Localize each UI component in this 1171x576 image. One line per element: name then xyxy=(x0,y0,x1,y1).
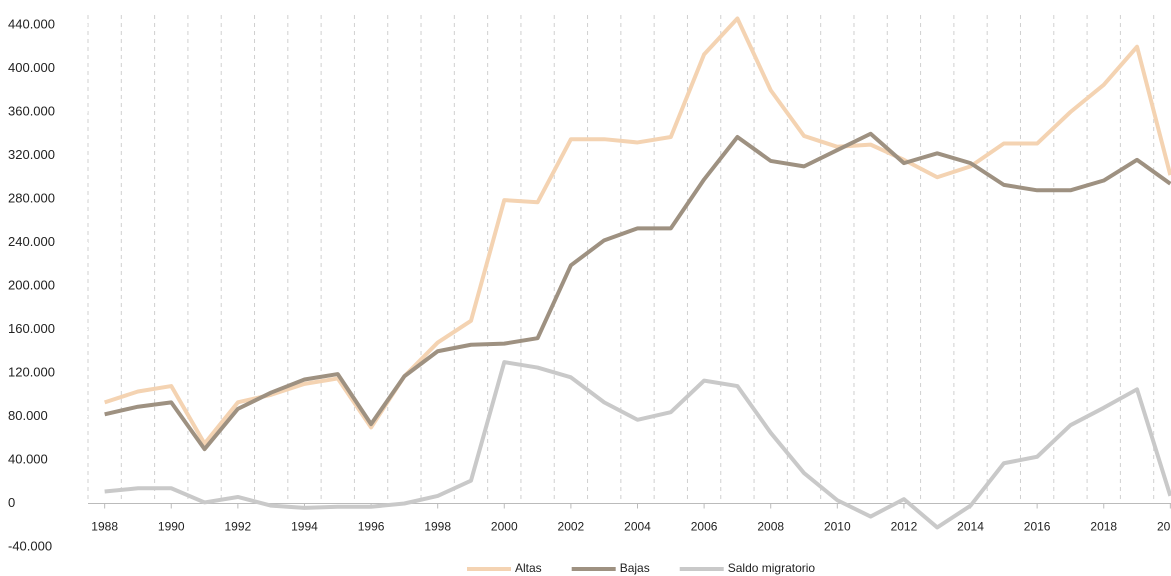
y-tick-label: 280.000 xyxy=(8,190,55,205)
x-tick-label: 1988 xyxy=(91,520,118,534)
x-tick-label: 1998 xyxy=(424,520,451,534)
y-tick-label: 40.000 xyxy=(8,451,48,466)
x-tick-label: 2014 xyxy=(957,520,984,534)
x-tick-label: 2004 xyxy=(624,520,651,534)
x-tick-label: 2016 xyxy=(1024,520,1051,534)
series-line xyxy=(104,360,1171,530)
series-line xyxy=(104,16,1171,446)
y-tick-label: 440.000 xyxy=(8,16,55,31)
y-tick-label: 80.000 xyxy=(8,408,48,423)
x-tick-label: 2012 xyxy=(891,520,918,534)
x-tick-label: 2018 xyxy=(1090,520,1117,534)
y-tick-label: 200.000 xyxy=(8,277,55,292)
y-tick-label: 120.000 xyxy=(8,364,55,379)
x-tick-label: 1994 xyxy=(291,520,318,534)
y-tick-label: 160.000 xyxy=(8,321,55,336)
y-tick-label: 240.000 xyxy=(8,234,55,249)
x-tick-label: 2000 xyxy=(491,520,518,534)
x-tick-label: 1996 xyxy=(358,520,385,534)
legend-label: Saldo migratorio xyxy=(728,561,816,575)
y-tick-label: 400.000 xyxy=(8,60,55,75)
x-tick-label: 2008 xyxy=(757,520,784,534)
x-tick-label: 2020 xyxy=(1157,520,1171,534)
x-tick-label: 2010 xyxy=(824,520,851,534)
legend-label: Bajas xyxy=(620,561,650,575)
legend-label: Altas xyxy=(515,561,542,575)
x-tick-label: 1992 xyxy=(225,520,252,534)
y-tick-label: -40.000 xyxy=(8,538,52,553)
y-tick-label: 0 xyxy=(8,495,15,510)
series-line xyxy=(104,131,1171,452)
y-tick-label: 360.000 xyxy=(8,103,55,118)
x-tick-label: 2006 xyxy=(691,520,718,534)
x-tick-label: 1990 xyxy=(158,520,185,534)
x-tick-label: 2002 xyxy=(558,520,585,534)
y-tick-label: 320.000 xyxy=(8,147,55,162)
